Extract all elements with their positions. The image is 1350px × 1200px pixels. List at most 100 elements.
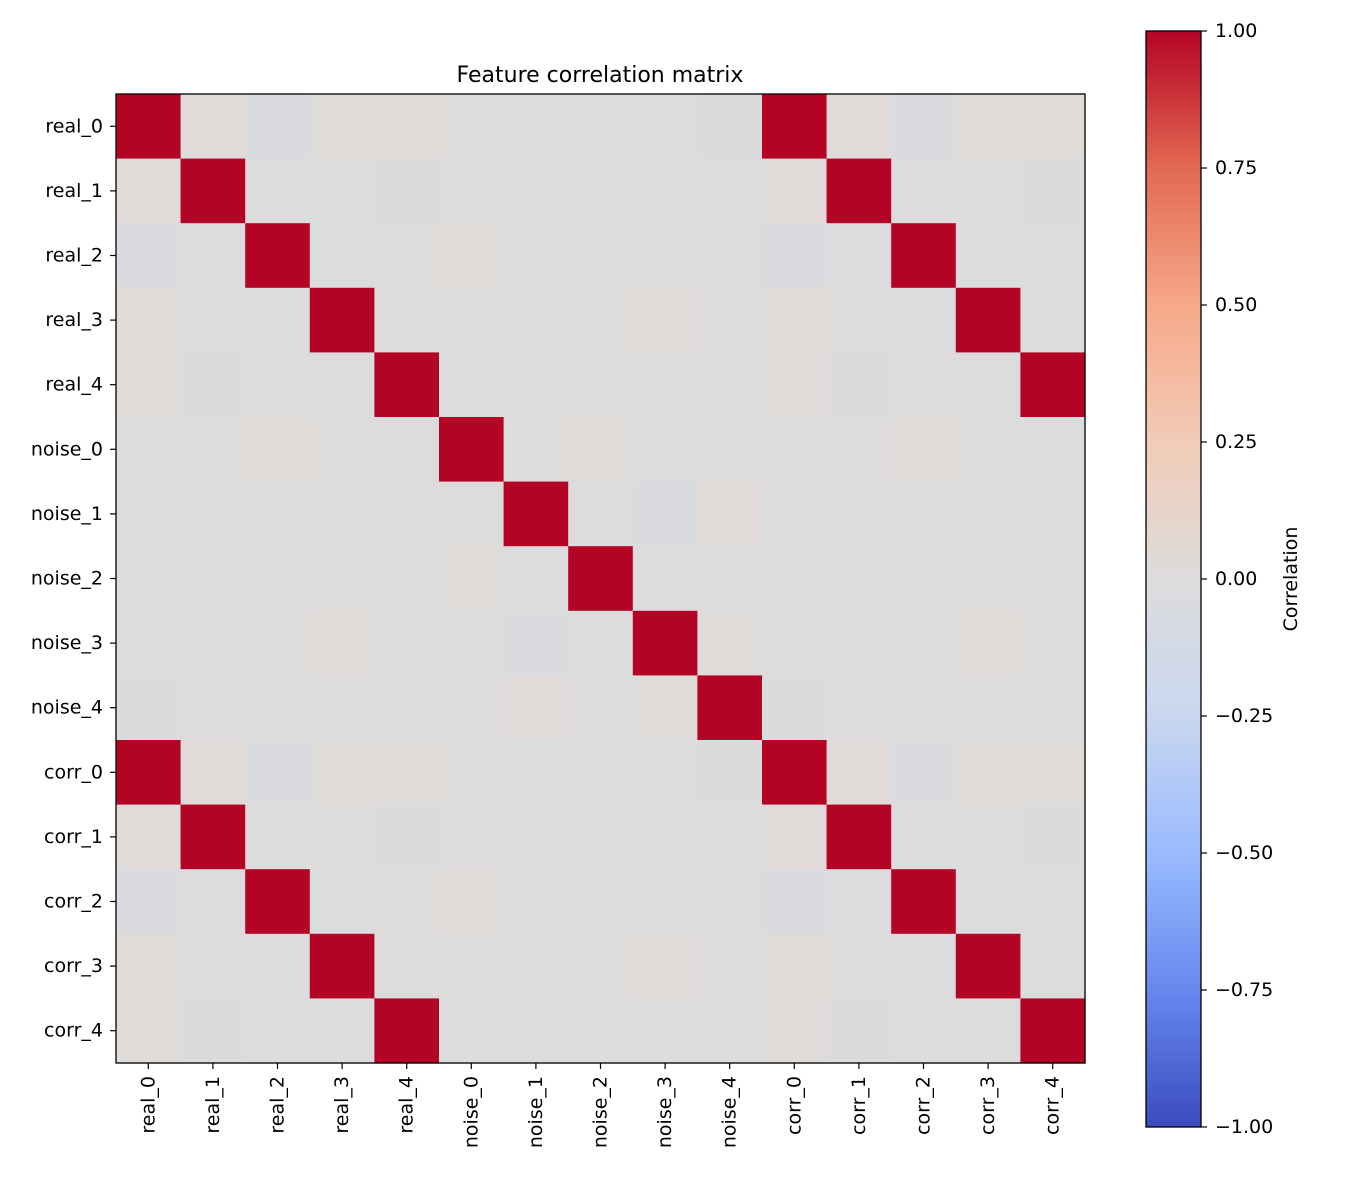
row-tick-label: noise_1 xyxy=(31,503,103,525)
heatmap-cell xyxy=(826,998,892,1064)
colorbar-tick-label: −1.00 xyxy=(1215,1116,1273,1138)
heatmap-cell xyxy=(1020,287,1086,353)
heatmap-cell xyxy=(439,94,505,160)
heatmap-cell xyxy=(245,158,311,224)
heatmap-cell xyxy=(116,287,182,353)
heatmap-cell xyxy=(891,869,957,935)
heatmap-cell xyxy=(503,998,569,1064)
heatmap-cell xyxy=(568,998,634,1064)
heatmap-cell xyxy=(891,675,957,741)
heatmap-cell xyxy=(568,933,634,999)
heatmap-cell xyxy=(955,933,1021,999)
column-tick-labels: real_0 real_1 real_2 real_3 real_4 noise_0 noi… xyxy=(137,1063,1064,1148)
heatmap-cell xyxy=(245,223,311,289)
heatmap-cell xyxy=(826,933,892,999)
heatmap-cell xyxy=(116,352,182,418)
heatmap-cell xyxy=(439,546,505,612)
row-tick-labels: real_0 real_1 real_2 real_3 real_4 noise_0noi… xyxy=(31,115,116,1042)
heatmap-cell xyxy=(245,869,311,935)
colorbar-tick-label: −0.25 xyxy=(1215,705,1273,727)
heatmap-cell xyxy=(1020,352,1086,418)
heatmap-cell xyxy=(245,933,311,999)
heatmap-cell xyxy=(955,998,1021,1064)
heatmap-cell xyxy=(503,352,569,418)
column-tick-label: noise_0 xyxy=(460,1076,482,1148)
heatmap-cell xyxy=(955,675,1021,741)
heatmap-cell xyxy=(180,933,246,999)
heatmap-cell xyxy=(568,740,634,806)
heatmap-cell xyxy=(955,158,1021,224)
heatmap-cell xyxy=(309,352,375,418)
heatmap-cell xyxy=(762,675,828,741)
heatmap-cell xyxy=(1020,933,1086,999)
heatmap-cell xyxy=(309,675,375,741)
row-tick-label: real_4 xyxy=(45,374,103,396)
heatmap-cell xyxy=(309,94,375,160)
heatmap-cell xyxy=(503,610,569,676)
colorbar-tick-label: 0.50 xyxy=(1215,294,1257,316)
heatmap-cell xyxy=(568,94,634,160)
heatmap-cell xyxy=(697,158,763,224)
heatmap-cell xyxy=(439,158,505,224)
heatmap-cell xyxy=(632,94,698,160)
column-tick-label: noise_3 xyxy=(654,1076,676,1148)
heatmap-cell xyxy=(955,352,1021,418)
colorbar-ticks: 1.00 0.75 0.50 0.25 0.00 −0.25 −0.50 −0.75 −1.00 xyxy=(1201,20,1273,1138)
heatmap-cell xyxy=(697,869,763,935)
heatmap-cell xyxy=(568,417,634,483)
heatmap-cell xyxy=(1020,94,1086,160)
heatmap-cell xyxy=(1020,417,1086,483)
heatmap-cell xyxy=(955,223,1021,289)
heatmap-cell xyxy=(180,675,246,741)
heatmap-cell xyxy=(697,417,763,483)
heatmap-cell xyxy=(697,933,763,999)
heatmap-cell xyxy=(245,417,311,483)
heatmap-cell xyxy=(891,352,957,418)
row-tick-label: noise_4 xyxy=(31,697,103,719)
heatmap-cell xyxy=(762,417,828,483)
heatmap-cell xyxy=(891,223,957,289)
heatmap-cell xyxy=(374,804,440,870)
heatmap-cell xyxy=(439,869,505,935)
column-tick-label: corr_1 xyxy=(848,1076,870,1135)
heatmap-cell xyxy=(439,610,505,676)
heatmap-cell xyxy=(891,933,957,999)
heatmap-cell xyxy=(439,417,505,483)
heatmap-cell xyxy=(503,94,569,160)
heatmap-cell xyxy=(955,417,1021,483)
heatmap-cell xyxy=(309,546,375,612)
heatmap-cell xyxy=(632,610,698,676)
heatmap-cell xyxy=(891,546,957,612)
heatmap-cell xyxy=(1020,481,1086,547)
heatmap-cell xyxy=(180,417,246,483)
heatmap-cell xyxy=(762,610,828,676)
column-tick-label: noise_1 xyxy=(525,1076,547,1148)
heatmap-cell xyxy=(309,740,375,806)
heatmap-cell xyxy=(503,869,569,935)
heatmap-cell xyxy=(826,158,892,224)
heatmap-cell xyxy=(762,546,828,612)
heatmap-cell xyxy=(503,675,569,741)
heatmap-cell xyxy=(697,352,763,418)
heatmap-cell xyxy=(697,223,763,289)
heatmap-cell xyxy=(762,94,828,160)
heatmap-cell xyxy=(374,740,440,806)
row-tick-label: corr_3 xyxy=(44,955,103,977)
row-tick-label: real_0 xyxy=(45,115,103,137)
heatmap-cell xyxy=(826,804,892,870)
heatmap-cell xyxy=(568,158,634,224)
heatmap-cell xyxy=(632,352,698,418)
heatmap-cell xyxy=(503,223,569,289)
heatmap-cell xyxy=(1020,223,1086,289)
colorbar-tick-label: 1.00 xyxy=(1215,20,1257,42)
heatmap-cell xyxy=(955,869,1021,935)
heatmap-cell xyxy=(309,869,375,935)
heatmap-cell xyxy=(439,804,505,870)
heatmap-cell xyxy=(180,546,246,612)
heatmap-cell xyxy=(180,158,246,224)
colorbar-tick-label: −0.75 xyxy=(1215,979,1273,1001)
heatmap-cell xyxy=(568,223,634,289)
heatmap-cell xyxy=(374,94,440,160)
heatmap-cell xyxy=(568,287,634,353)
